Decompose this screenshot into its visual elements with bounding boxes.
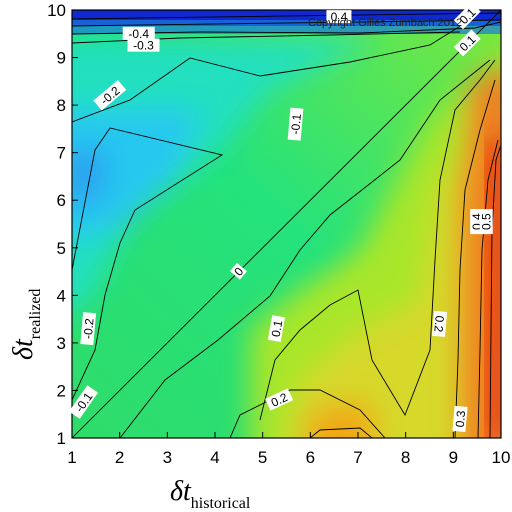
- contour-label-text: 0.2: [431, 315, 446, 333]
- x-tick-label: 6: [306, 448, 315, 467]
- y-axis-label-sub: realized: [27, 289, 44, 340]
- contour-label-text: -0.3: [133, 39, 154, 53]
- x-tick-label: 1: [67, 448, 76, 467]
- x-tick-label: 10: [492, 448, 511, 467]
- contour-line: [72, 12, 501, 20]
- contour-label-background: [122, 26, 155, 40]
- contour-label-text: 0.3: [453, 410, 468, 428]
- y-axis-ticks: 1 2 3 4 5 6 7 8 9 10: [47, 1, 78, 448]
- heatmap-region-yellow: [287, 111, 501, 438]
- contour-line: [72, 127, 224, 401]
- contour-label-background: [453, 29, 481, 57]
- contour-label-text: 0.2: [269, 390, 290, 410]
- x-tick-label: 3: [163, 448, 172, 467]
- contour-line: [259, 59, 496, 421]
- contour-label-background: [453, 2, 481, 30]
- y-tick-label: 6: [57, 191, 66, 210]
- heatmap-region-cyan: [72, 40, 380, 309]
- contour-label: -0.2: [80, 312, 97, 346]
- contour-label-background: [452, 405, 468, 432]
- contour-label-background: [287, 107, 304, 141]
- contour-label-background: [265, 388, 294, 411]
- y-axis-label-main: δt: [8, 338, 39, 360]
- x-axis-label-sub: historical: [191, 495, 251, 512]
- contour-label-background: [479, 209, 493, 235]
- contour-line: [454, 79, 496, 438]
- contour-label-background: [93, 79, 127, 111]
- contour-line: [72, 19, 501, 27]
- x-tick-label: 9: [449, 448, 458, 467]
- y-tick-label: 4: [57, 286, 66, 305]
- contour-label-text: 0.5: [480, 213, 494, 230]
- y-tick-label: 7: [57, 144, 66, 163]
- contour-line: [309, 427, 373, 438]
- contour-label-background: [69, 385, 99, 419]
- contour-label-background: [431, 310, 448, 337]
- contour-label: -0.4: [122, 26, 155, 41]
- contour-line: [477, 139, 499, 438]
- x-tick-label: 2: [115, 448, 124, 467]
- x-axis-label: δthistorical: [170, 476, 251, 512]
- contour-label-text: -0.4: [128, 27, 149, 41]
- contour-line: [72, 31, 461, 44]
- contour-label-text: 0.4: [331, 10, 348, 24]
- heatmap-region-blue: [72, 150, 110, 210]
- contour-line: [229, 389, 386, 438]
- heatmap-region-orange-right: [460, 67, 501, 438]
- contour-label: -0.3: [127, 38, 160, 53]
- contour-line: [72, 21, 501, 35]
- contour-label-background: [326, 10, 352, 24]
- contour-label: 0.1: [267, 315, 286, 342]
- x-axis-ticks: 1 2 3 4 5 6 7 8 9 10: [67, 432, 510, 467]
- x-tick-label: 5: [258, 448, 267, 467]
- contour-label: 0.2: [431, 310, 448, 337]
- y-tick-label: 3: [57, 334, 66, 353]
- copyright-text: Copyright Gilles Zumbach 2012: [308, 17, 462, 29]
- contour-label: 0.5: [479, 209, 494, 235]
- contour-label-text: -0.1: [288, 113, 304, 135]
- contour-label: 0.4: [326, 10, 352, 24]
- contour-line: [72, 19, 471, 123]
- y-tick-label: 10: [47, 1, 66, 20]
- x-tick-label: 4: [210, 448, 219, 467]
- contour-label: 0: [229, 262, 247, 280]
- heatmap-region-top-blue-fade: [72, 20, 501, 34]
- contour-label: 0.3: [452, 405, 468, 432]
- contour-label-background: [80, 312, 97, 346]
- y-tick-label: 1: [57, 429, 66, 448]
- contour-line: [119, 59, 491, 438]
- contour-label: 0.2: [265, 388, 294, 411]
- contour-label-background: [127, 38, 160, 52]
- contour-label-text: 0.1: [269, 319, 286, 338]
- contour-label-text: -0.2: [81, 317, 97, 339]
- x-tick-label: 8: [401, 448, 410, 467]
- y-tick-label: 9: [57, 49, 66, 68]
- plot-border: [71, 9, 502, 439]
- x-axis-label-main: δt: [170, 476, 192, 507]
- x-tick-label: 7: [353, 448, 362, 467]
- y-tick-label: 8: [57, 96, 66, 115]
- contour-label-background: [267, 315, 286, 342]
- y-tick-label: 2: [57, 381, 66, 400]
- contour-diagonal-0: [72, 10, 501, 438]
- y-axis-label: δtrealized: [8, 289, 44, 360]
- contour-label: -0.1: [287, 107, 304, 141]
- contour-label-background: [229, 262, 247, 280]
- y-tick-label: 5: [57, 239, 66, 258]
